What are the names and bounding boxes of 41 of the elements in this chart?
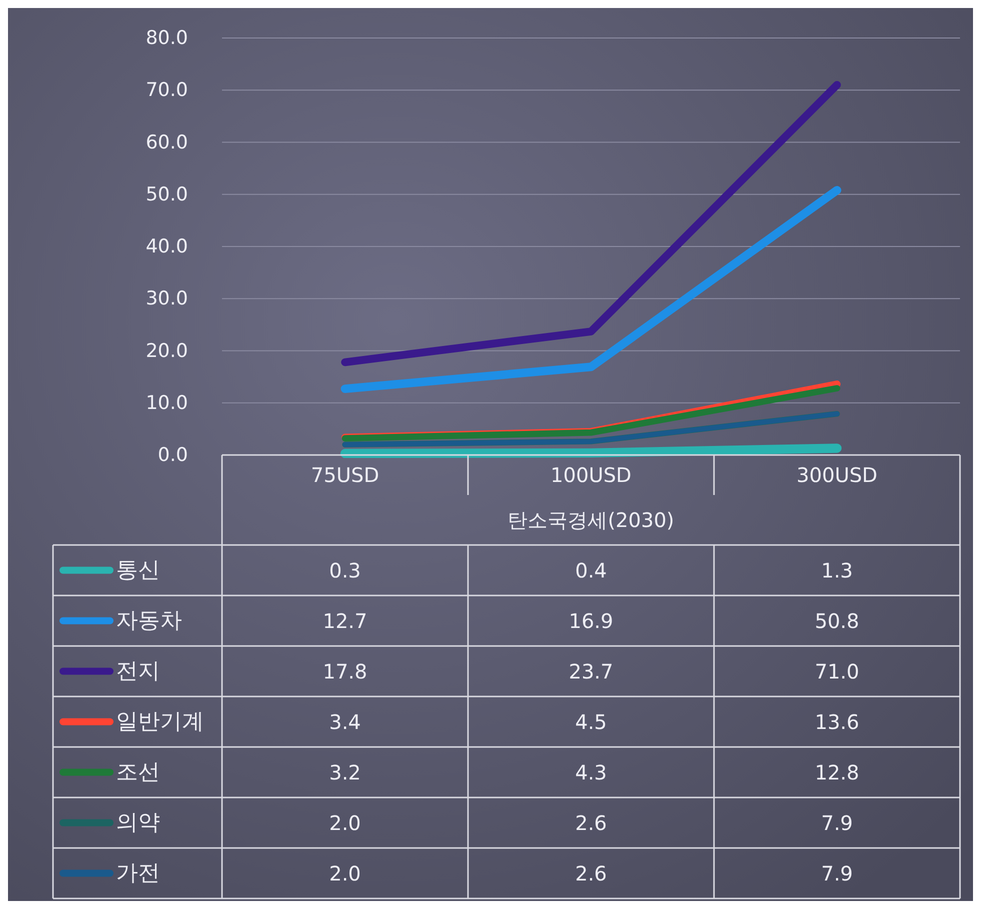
data-label: 50.8 [814,608,860,633]
data-label: 2.6 [575,861,607,886]
data-label: 7.9 [821,861,853,886]
y-tick-label: 40.0 [146,236,188,258]
data-label: 1.3 [821,558,853,582]
x-tick-label: 300USD [796,463,878,487]
x-axis-title: 탄소국경세(2030) [508,508,674,532]
data-label: 3.4 [329,710,361,734]
legend-label: 자동차 [116,608,182,634]
legend-label: 가전 [116,860,160,886]
data-label: 7.9 [821,810,853,835]
data-label: 2.6 [575,810,607,835]
legend-label: 전지 [116,658,160,684]
legend-label: 일반기계 [116,709,204,734]
y-tick-label: 30.0 [146,288,188,310]
y-tick-label: 10.0 [146,392,188,414]
data-label: 4.5 [575,710,607,734]
legend-label: 통신 [116,558,160,583]
x-tick-label: 75USD [310,463,380,487]
data-label: 0.3 [329,558,361,582]
data-label: 4.3 [575,760,607,784]
y-tick-label: 60.0 [146,131,188,154]
data-label: 23.7 [568,659,614,684]
data-label: 13.6 [814,710,860,734]
data-label: 12.8 [814,760,860,784]
data-label: 71.0 [814,659,860,684]
x-tick-label: 100USD [550,463,632,487]
y-tick-label: 20.0 [146,340,188,362]
data-label: 3.2 [329,760,361,784]
data-label: 2.0 [329,861,361,886]
y-tick-label: 50.0 [146,183,188,206]
y-tick-label: 0.0 [158,444,188,466]
legend-label: 조선 [116,760,160,785]
data-label: 16.9 [568,608,614,633]
legend-label: 의약 [116,810,160,836]
data-label: 12.7 [322,608,368,633]
data-label: 0.4 [575,558,607,582]
y-tick-label: 80.0 [146,27,188,49]
y-tick-label: 70.0 [146,79,188,102]
data-label: 2.0 [329,810,361,835]
data-label: 17.8 [322,659,368,684]
